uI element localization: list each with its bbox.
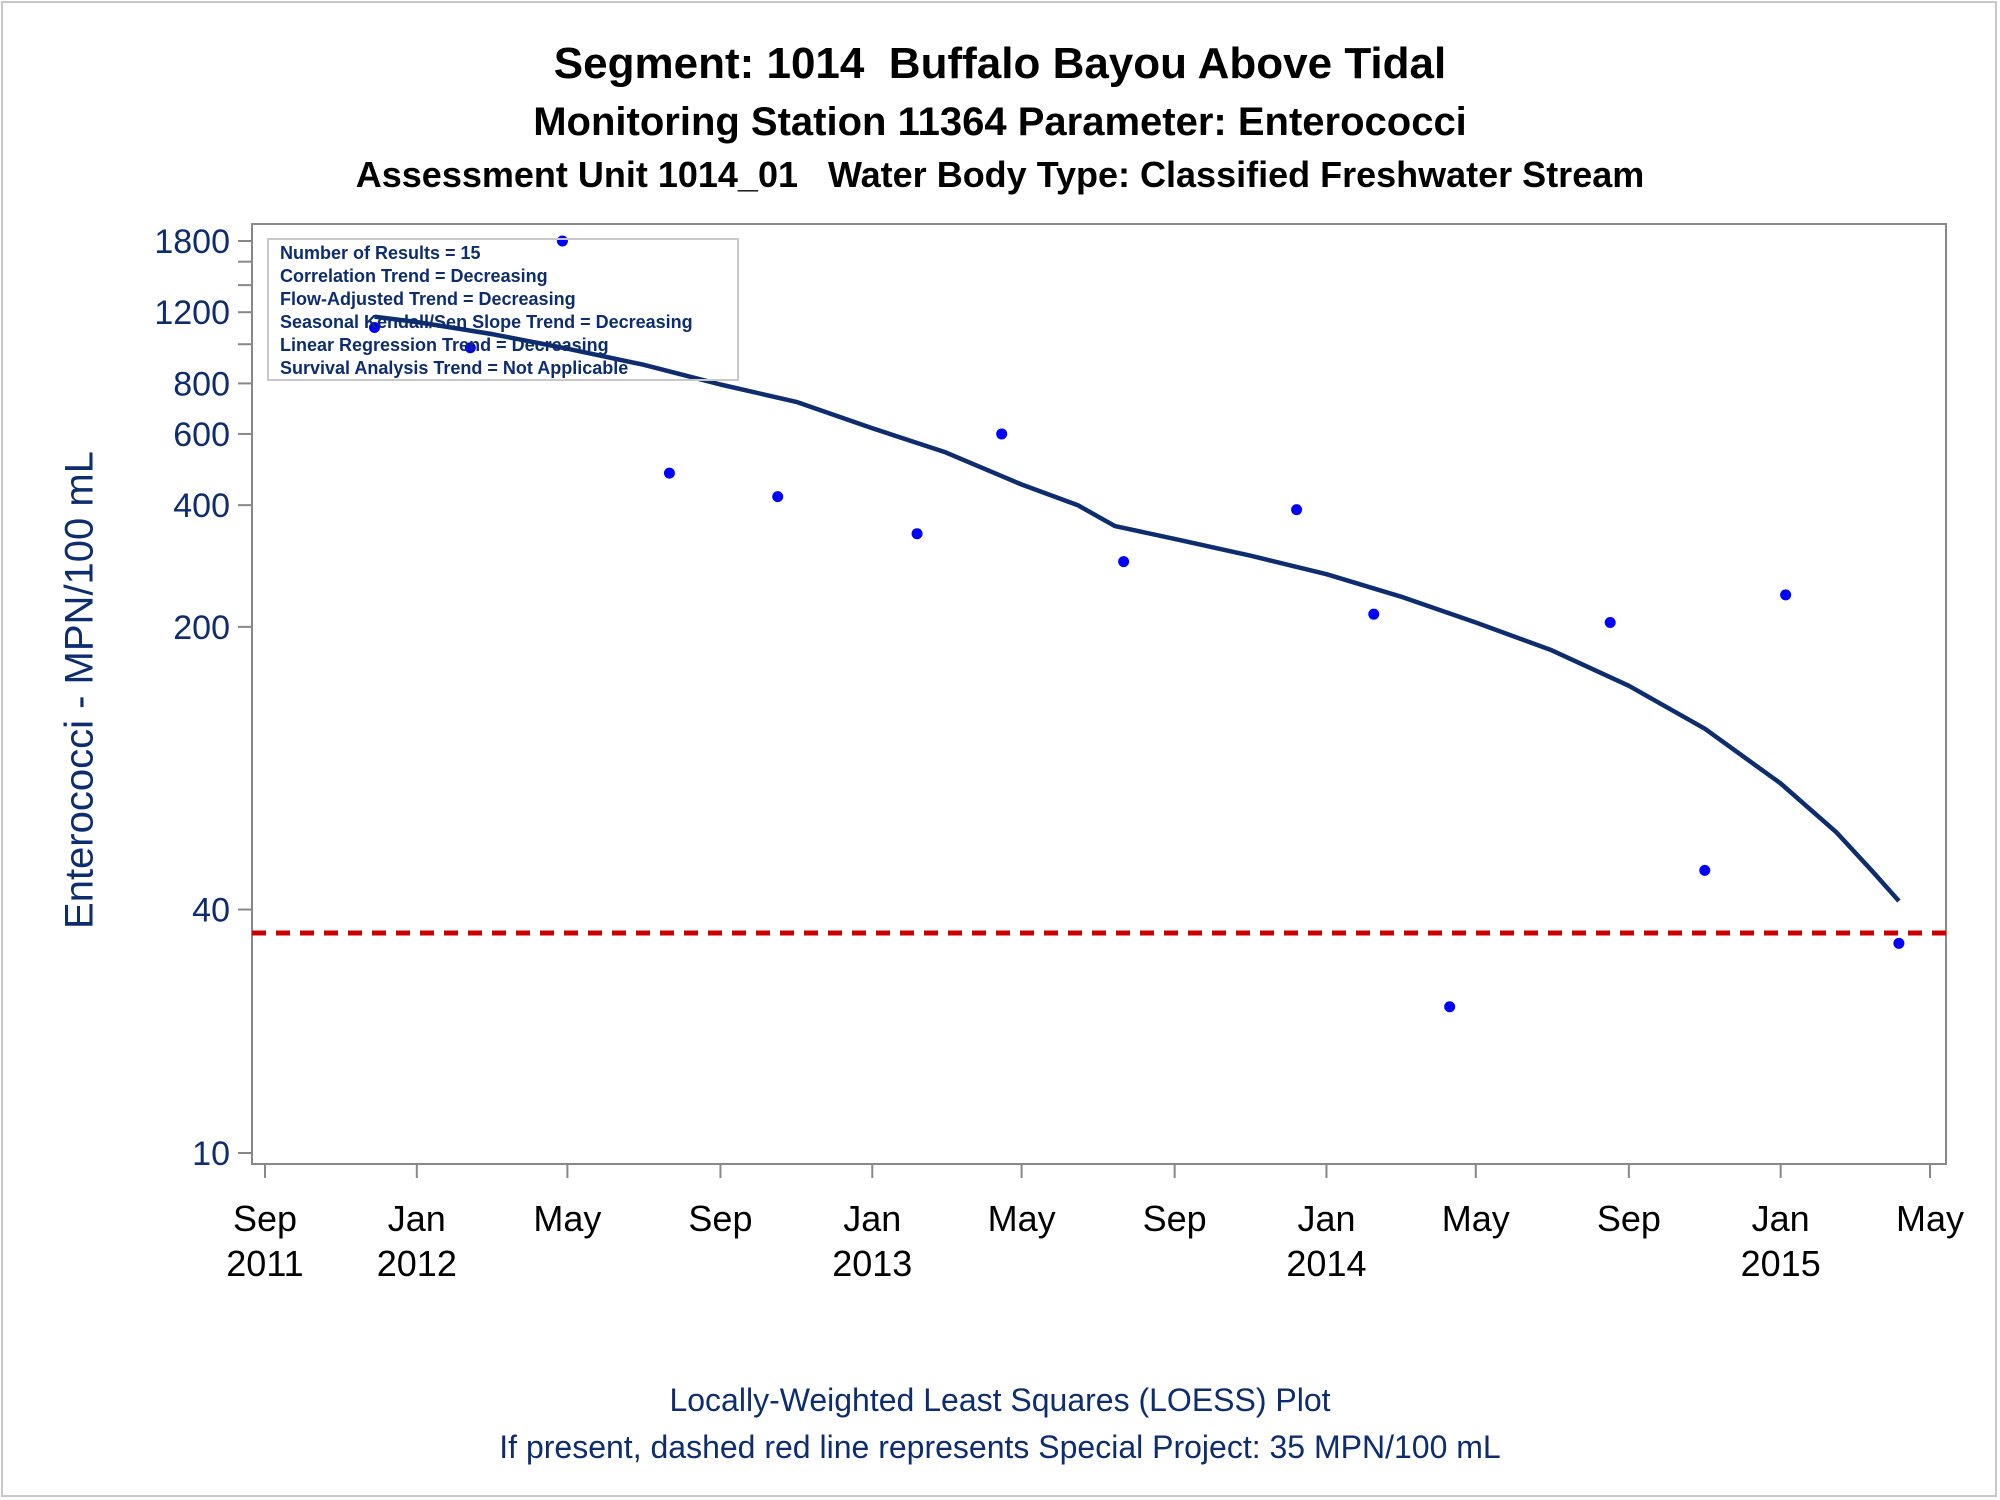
data-point: [556, 235, 568, 247]
x-tick-label-month: May: [988, 1198, 1056, 1239]
data-point: [1604, 617, 1616, 629]
stats-line: Linear Regression Trend = Decreasing: [280, 335, 609, 355]
y-tick-label: 40: [192, 892, 230, 930]
data-point: [1893, 937, 1905, 949]
x-tick-label-month: May: [1442, 1198, 1510, 1239]
footnote-loess: Locally-Weighted Least Squares (LOESS) P…: [669, 1382, 1331, 1418]
y-tick-label: 600: [173, 416, 230, 454]
x-tick-label-month: May: [1896, 1198, 1964, 1239]
x-tick-label-month: Sep: [1143, 1198, 1207, 1239]
stats-line: Seasonal Kendall/Sen Slope Trend = Decre…: [280, 312, 693, 332]
x-tick-label-year: 2012: [377, 1243, 457, 1284]
data-point: [663, 467, 675, 479]
x-tick-label-year: 2013: [832, 1243, 912, 1284]
data-point: [1291, 504, 1303, 516]
x-tick-label-year: 2014: [1286, 1243, 1366, 1284]
y-tick-label: 200: [173, 609, 230, 647]
footnote-reference-line: If present, dashed red line represents S…: [499, 1429, 1501, 1465]
x-tick-label-month: Sep: [233, 1198, 297, 1239]
data-point: [911, 528, 923, 540]
y-tick-label: 400: [173, 487, 230, 525]
data-point: [369, 321, 381, 333]
y-axis-label: Enterococci - MPN/100 mL: [57, 451, 102, 929]
stats-box: [267, 238, 739, 381]
data-point: [1699, 864, 1711, 876]
y-tick-label: 800: [173, 365, 230, 403]
data-point: [996, 428, 1008, 440]
x-tick-label-month: Jan: [843, 1198, 901, 1239]
y-tick-label: 1800: [154, 223, 230, 261]
data-point: [772, 491, 784, 503]
x-tick-label-month: Jan: [388, 1198, 446, 1239]
chart-subtitle-2: Assessment Unit 1014_01 Water Body Type:…: [355, 154, 1645, 195]
data-point: [1368, 608, 1380, 620]
x-tick-label-month: May: [533, 1198, 601, 1239]
stats-line: Correlation Trend = Decreasing: [280, 266, 548, 286]
data-point: [1780, 589, 1792, 601]
data-point: [1444, 1001, 1456, 1013]
x-tick-label-month: Sep: [1597, 1198, 1661, 1239]
y-tick-label: 10: [192, 1135, 230, 1173]
x-tick-label-month: Jan: [1752, 1198, 1810, 1239]
x-tick-label-month: Jan: [1297, 1198, 1355, 1239]
loess-curve: [374, 314, 1901, 903]
y-tick-label: 1200: [154, 294, 230, 332]
data-point: [1118, 556, 1130, 568]
stats-line: Survival Analysis Trend = Not Applicable: [280, 358, 628, 378]
chart-title: Segment: 1014 Buffalo Bayou Above Tidal: [553, 39, 1447, 88]
plot-area-frame: [251, 223, 1947, 1165]
stats-line: Flow-Adjusted Trend = Decreasing: [280, 289, 576, 309]
x-tick-label-year: 2015: [1741, 1243, 1821, 1284]
chart-subtitle: Monitoring Station 11364 Parameter: Ente…: [533, 100, 1467, 144]
x-tick-label-year: 2011: [226, 1243, 303, 1284]
data-point: [464, 342, 476, 354]
stats-line: Number of Results = 15: [280, 243, 481, 263]
y-axis-label-wrap: Enterococci - MPN/100 mL: [40, 420, 120, 960]
x-tick-label-month: Sep: [688, 1198, 752, 1239]
